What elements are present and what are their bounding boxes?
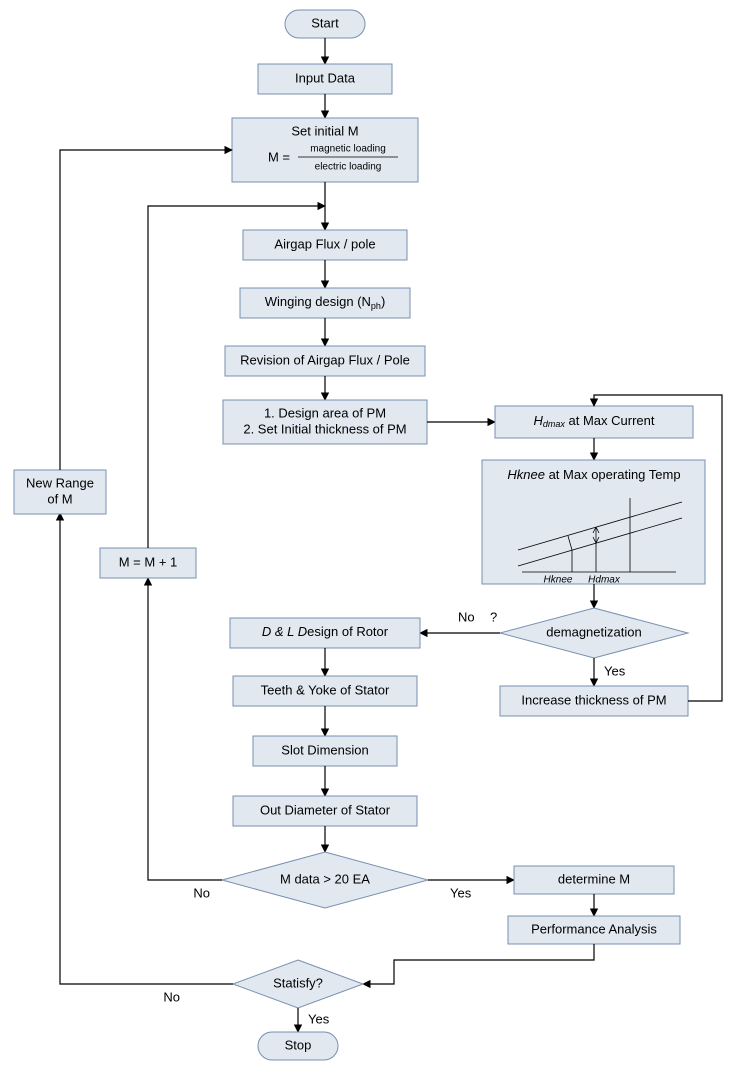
perf-analysis-label: Performance Analysis <box>531 921 657 936</box>
input-data-label: Input Data <box>295 70 356 85</box>
svg-text:Hdmax: Hdmax <box>588 575 621 586</box>
connector-newrange-back <box>60 150 232 470</box>
mdata20-label: M data > 20 EA <box>280 871 370 886</box>
winging-design-label: Winging design (Nph) <box>265 294 386 311</box>
increase-pm-label: Increase thickness of PM <box>521 692 666 707</box>
connector-satisfy-no <box>60 513 233 984</box>
satisfy-yes-label: Yes <box>308 1011 330 1026</box>
demag-yes-label: Yes <box>604 663 626 678</box>
mdata20-yes-label: Yes <box>450 885 472 900</box>
set-initial-m-lhs: M = <box>268 149 290 164</box>
revision-airgap-label: Revision of Airgap Flux / Pole <box>240 352 410 367</box>
connector-mdata-no <box>148 578 222 880</box>
mdata20-no-label: No <box>193 885 210 900</box>
design-pm-line1: 1. Design area of PM <box>264 405 386 420</box>
out-dia-label: Out Diameter of Stator <box>260 802 391 817</box>
stop-label: Stop <box>285 1037 312 1052</box>
satisfy-no-label: No <box>163 989 180 1004</box>
set-initial-m-title: Set initial M <box>291 123 358 138</box>
dl-rotor-label: D & L Design of Rotor <box>262 624 389 639</box>
start-label: Start <box>311 15 339 30</box>
satisfy-label: Statisfy? <box>273 975 323 990</box>
determine-m-label: determine M <box>558 871 630 886</box>
m-plus-1-label: M = M + 1 <box>119 554 178 569</box>
demag-q-label: ? <box>490 609 497 624</box>
set-initial-m-den: electric loading <box>315 162 382 173</box>
slot-dim-label: Slot Dimension <box>281 742 368 757</box>
hknee-label: Hknee at Max operating Temp <box>507 467 680 482</box>
demagnetization-label: demagnetization <box>546 624 641 639</box>
teeth-yoke-label: Teeth & Yoke of Stator <box>261 682 390 697</box>
airgap-flux-label: Airgap Flux / pole <box>274 236 375 251</box>
new-range-line2: of M <box>47 491 72 506</box>
design-pm-line2: 2. Set Initial thickness of PM <box>243 421 406 436</box>
set-initial-m-num: magnetic loading <box>310 144 386 155</box>
new-range-line1: New Range <box>26 475 94 490</box>
demag-no-label: No <box>458 609 475 624</box>
svg-text:Hknee: Hknee <box>544 575 573 586</box>
connector <box>363 944 594 984</box>
